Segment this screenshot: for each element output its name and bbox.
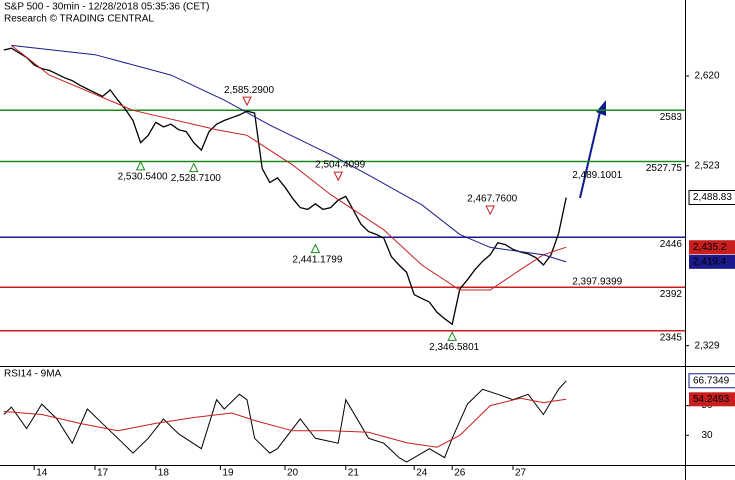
pivot-marker xyxy=(447,331,458,341)
pivot-marker xyxy=(188,162,199,173)
chart-title: S&P 500 - 30min - 12/28/2018 05:35:36 (C… xyxy=(4,2,210,13)
pivot-marker xyxy=(310,243,321,254)
series-line xyxy=(11,44,567,263)
series-line xyxy=(3,47,567,326)
level-label: 2392 xyxy=(660,289,683,300)
pivot-label: 2,530.5400 xyxy=(118,172,168,183)
pivot-marker xyxy=(242,96,252,107)
y-tick-label: 2,329 xyxy=(694,340,719,351)
pivot-label: 2,585.2900 xyxy=(224,85,274,96)
x-tick-label: 24 xyxy=(416,468,428,479)
pivot-marker xyxy=(333,171,344,182)
y-tick-label: 2,523 xyxy=(694,160,719,171)
price-tag xyxy=(688,373,735,389)
price-tag-label: 2,419.4 xyxy=(693,256,727,267)
pivot-label: 2,504.4099 xyxy=(315,160,365,171)
x-tick-label: 21 xyxy=(348,468,360,479)
x-tick-label: 19 xyxy=(222,468,234,479)
pivot-label: 2,489.1001 xyxy=(572,170,622,181)
series-line xyxy=(3,380,567,463)
y-tick-label: 30 xyxy=(701,430,713,441)
x-tick-label: 20 xyxy=(287,468,299,479)
pivot-marker xyxy=(485,205,496,216)
pivot-label: 2,397.9399 xyxy=(572,276,622,287)
price-tag-label: 2,488.83 xyxy=(693,192,732,203)
chart-subtitle: Research © TRADING CENTRAL xyxy=(4,14,154,25)
pivot-marker xyxy=(135,160,146,171)
level-label: 2527.75 xyxy=(646,163,683,174)
price-tag xyxy=(688,190,735,206)
price-tag-label: 2,435.2 xyxy=(693,242,727,253)
level-label: 2446 xyxy=(660,239,683,250)
forecast-arrow-head xyxy=(596,100,606,116)
series-line xyxy=(11,45,567,291)
pivot-label: 2,441.1799 xyxy=(292,254,342,265)
y-tick-label: 2,620 xyxy=(694,71,719,82)
pivot-label: 2,467.7600 xyxy=(467,194,517,205)
pivot-label: 2,528.7100 xyxy=(171,173,221,184)
x-tick-label: 27 xyxy=(515,468,527,479)
price-tag xyxy=(689,254,735,269)
series-line xyxy=(3,397,567,448)
price-tag-label: 54.2493 xyxy=(693,394,730,405)
pivot-label: 2,346.5801 xyxy=(429,342,479,353)
forecast-arrow xyxy=(579,111,601,199)
price-tag-label: 66.7349 xyxy=(693,375,730,386)
x-tick-label: 18 xyxy=(158,468,170,479)
price-tag xyxy=(689,392,735,407)
x-tick-label: 26 xyxy=(454,468,466,479)
x-tick-label: 17 xyxy=(97,468,109,479)
rsi-title: RSI14 - 9MA xyxy=(4,369,62,380)
level-label: 2345 xyxy=(660,332,683,343)
x-tick-label: 14 xyxy=(36,468,48,479)
price-tag xyxy=(689,240,735,255)
level-label: 2583 xyxy=(660,112,683,123)
